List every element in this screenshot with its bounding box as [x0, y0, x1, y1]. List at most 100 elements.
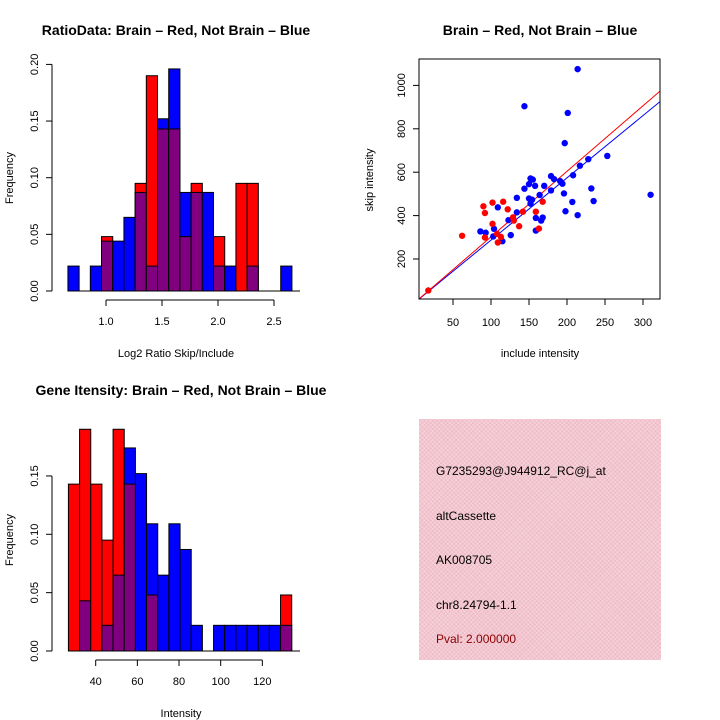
scatter-point [588, 185, 595, 192]
scatter-point [507, 231, 514, 239]
scatter-point [504, 206, 511, 213]
x-tick-label: 60 [131, 676, 143, 688]
histogram-overlap-bar [280, 624, 293, 652]
scatter-point [494, 239, 502, 246]
histogram-bar [134, 473, 148, 652]
x-tick-label: 100 [482, 317, 500, 329]
scatter-point [604, 152, 611, 160]
scatter-point [585, 155, 592, 163]
scatter-point [559, 180, 566, 187]
ratio-histogram-ylabel: Frequency [4, 152, 16, 204]
scatter-point [590, 197, 597, 205]
histogram-bar [157, 574, 170, 652]
histogram-bar [190, 624, 203, 652]
scatter-title: Brain – Red, Not Brain – Blue [443, 22, 638, 38]
genomic-location: chr8.24794-1.1 [436, 598, 517, 612]
scatter-point [569, 172, 577, 179]
scatter-point [560, 190, 568, 197]
histogram-overlap-bar [157, 128, 170, 292]
histogram-bar [89, 265, 103, 292]
histogram-overlap-bar [112, 574, 125, 652]
scatter-point [521, 185, 528, 192]
x-tick-label: 2.0 [210, 316, 225, 328]
gene-intensity-title: Gene Itensity: Brain – Red, Not Brain – … [36, 382, 327, 398]
scatter-point [564, 109, 571, 117]
ratio-histogram: RatioData: Brain – Red, Not Brain – Blue… [4, 22, 310, 360]
histogram-overlap-bar [101, 240, 114, 292]
scatter-point [515, 223, 523, 230]
y-tick-label: 1000 [396, 73, 408, 97]
scatter-xlabel: include intensity [501, 348, 580, 360]
scatter-point [477, 228, 484, 235]
scatter-plot-frame [418, 58, 661, 300]
gene-intensity-histogram: Gene Itensity: Brain – Red, Not Brain – … [4, 382, 327, 720]
x-tick-label: 120 [253, 676, 271, 688]
histogram-bar [67, 483, 81, 652]
x-tick-label: 1.5 [154, 316, 169, 328]
scatter-point [527, 200, 534, 207]
x-tick-label: 250 [596, 317, 614, 329]
x-tick-label: 100 [212, 676, 230, 688]
histogram-bar [268, 624, 282, 652]
scatter-point [490, 225, 498, 233]
x-tick-label: 300 [634, 317, 652, 329]
gene-intensity-xlabel: Intensity [161, 708, 202, 720]
probe-info-panel: G7235293@J944912_RC@j_at altCassette AK0… [419, 419, 661, 660]
intensity-scatter: Brain – Red, Not Brain – Blue include in… [364, 22, 661, 360]
y-tick-label: 0.20 [29, 54, 41, 75]
scatter-point [532, 214, 540, 222]
gene-intensity-ylabel: Frequency [4, 514, 16, 566]
histogram-bar [235, 624, 248, 652]
histogram-bar [224, 624, 237, 652]
histogram-overlap-bar [79, 600, 92, 652]
histogram-overlap-bar [123, 483, 136, 652]
histogram-bar [201, 191, 215, 292]
scatter-point [519, 208, 527, 215]
histogram-overlap-bar [213, 265, 226, 292]
histogram-bar [90, 483, 103, 652]
scatter-point [425, 287, 432, 294]
histogram-bar [224, 265, 237, 292]
ratio-histogram-xlabel: Log2 Ratio Skip/Include [118, 348, 234, 360]
histogram-overlap-bar [146, 594, 159, 652]
y-tick-label: 800 [396, 120, 408, 138]
x-tick-label: 40 [90, 676, 102, 688]
histogram-overlap-bar [246, 265, 259, 292]
p-value: Pval: 2.000000 [436, 632, 517, 646]
scatter-point [510, 217, 517, 224]
scatter-point [535, 225, 543, 232]
scatter-point [458, 232, 466, 239]
y-tick-label: 0.10 [29, 167, 41, 188]
scatter-point [513, 194, 521, 202]
scatter-point [499, 198, 507, 205]
scatter-point [569, 198, 576, 206]
x-tick-label: 1.0 [98, 316, 113, 328]
y-tick-label: 0.05 [29, 582, 41, 603]
event-type: altCassette [436, 509, 497, 523]
histogram-bar [112, 240, 125, 292]
ratio-histogram-title: RatioData: Brain – Red, Not Brain – Blue [42, 22, 311, 38]
scatter-point [647, 191, 654, 198]
scatter-point [489, 220, 496, 228]
scatter-point [550, 175, 558, 183]
x-tick-label: 200 [558, 317, 576, 329]
scatter-point [525, 180, 533, 188]
scatter-point [536, 191, 543, 199]
histogram-bar [257, 624, 270, 652]
scatter-point [513, 209, 521, 216]
scatter-point [482, 229, 489, 236]
histogram-overlap-bar [190, 191, 203, 292]
scatter-point [494, 204, 502, 211]
scatter-point [576, 162, 584, 169]
scatter-point [481, 209, 489, 217]
histogram-bar [280, 265, 293, 292]
histogram-bar [179, 548, 192, 652]
histogram-bar [235, 182, 248, 292]
scatter-point [480, 203, 487, 210]
scatter-point [489, 199, 496, 206]
histogram-overlap-bar [134, 191, 147, 292]
histogram-bar [246, 624, 259, 652]
scatter-point [497, 233, 505, 241]
scatter-point [574, 65, 581, 73]
y-tick-label: 600 [396, 163, 408, 181]
